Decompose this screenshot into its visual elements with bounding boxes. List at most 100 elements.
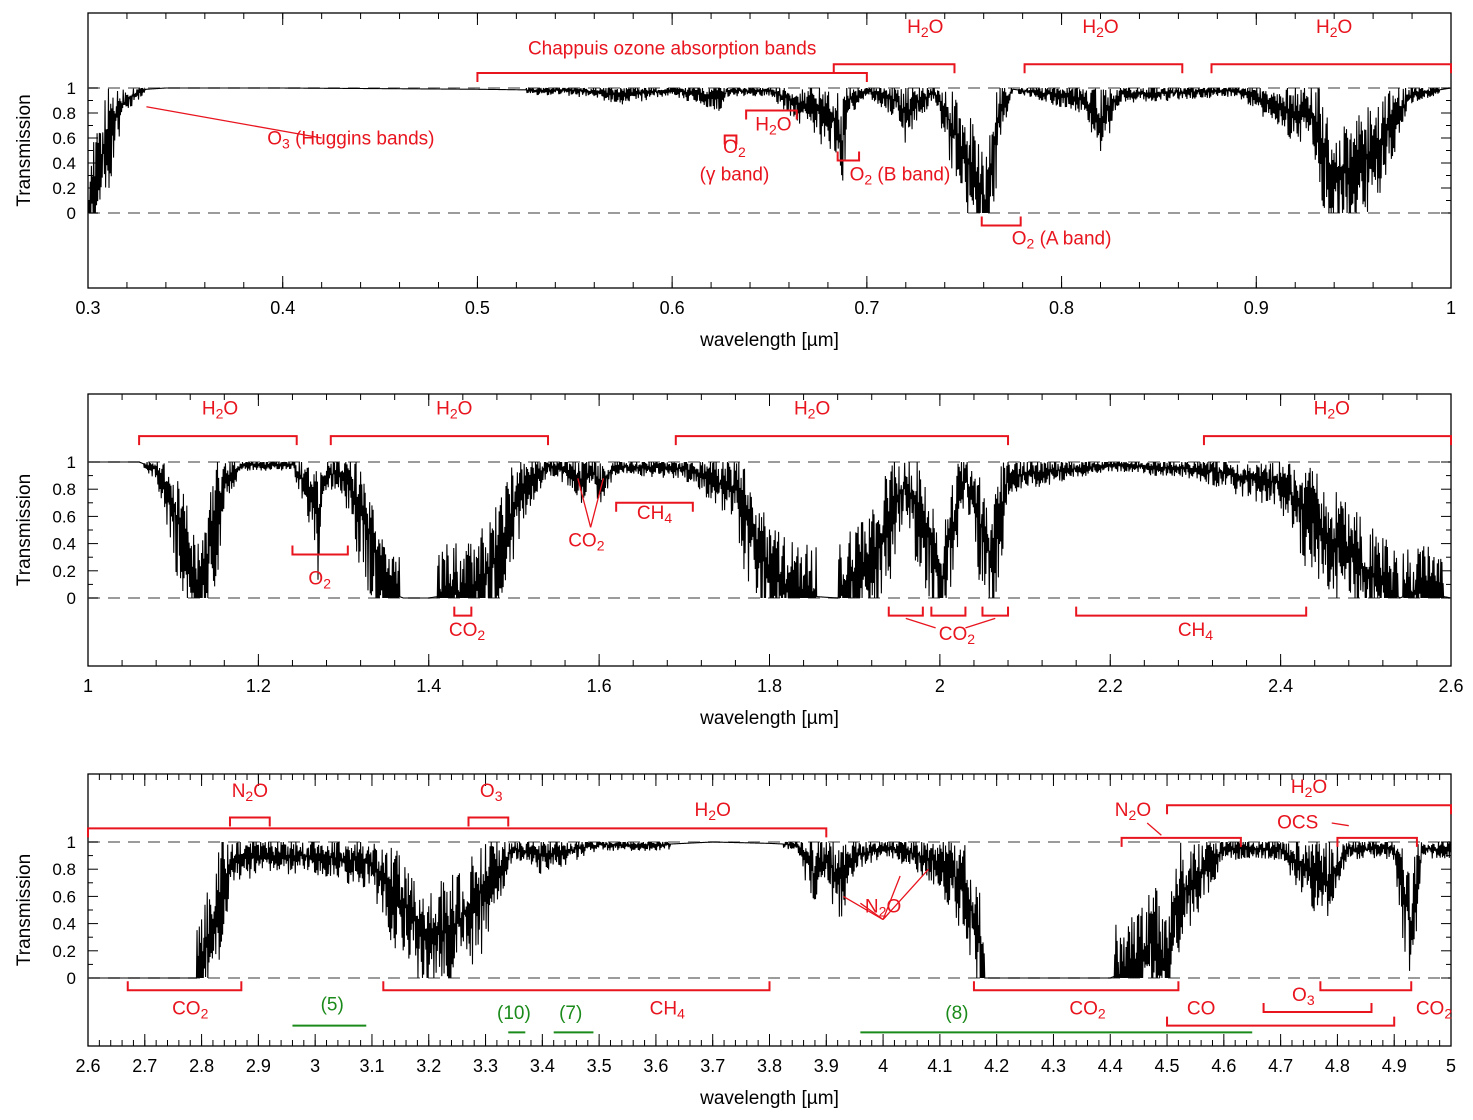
- x-tick-label: 0.9: [1244, 298, 1269, 318]
- x-tick-label: 3.5: [587, 1056, 612, 1076]
- band-bracket: [1202, 435, 1452, 446]
- x-tick-label: 2: [935, 676, 945, 696]
- x-tick-label: 4.5: [1155, 1056, 1180, 1076]
- y-axis-label: Transmission: [14, 474, 35, 586]
- x-tick-label: 0.6: [660, 298, 685, 318]
- x-tick-label: 2.4: [1268, 676, 1293, 696]
- band-label: (10): [497, 1003, 531, 1024]
- band-bracket: [126, 981, 243, 992]
- y-tick-label: 0.8: [52, 860, 76, 879]
- band-label: CH4: [650, 999, 685, 1022]
- band-label: O2 (B band): [850, 165, 951, 188]
- band-bracket: [1210, 63, 1452, 74]
- band-label: CH4: [1178, 620, 1213, 643]
- annotation-pointer: [882, 868, 929, 920]
- annotation-pointer: [146, 106, 322, 139]
- band-label: H2O: [1314, 398, 1350, 421]
- band-bracket: [1262, 1003, 1373, 1013]
- band-bracket: [972, 981, 1180, 992]
- band-bracket: [1319, 981, 1413, 992]
- band-label: (8): [945, 1003, 968, 1024]
- band-bracket: [981, 606, 1010, 617]
- band-label: H2O: [907, 17, 943, 40]
- x-tick-label: 3.1: [359, 1056, 384, 1076]
- band-label: N2O: [1115, 800, 1151, 823]
- band-bracket: [930, 606, 967, 617]
- x-tick-label: 4.9: [1382, 1056, 1407, 1076]
- x-tick-label: 5: [1446, 1056, 1456, 1076]
- x-tick-label: 1.4: [416, 676, 441, 696]
- band-label: N2O: [865, 897, 901, 920]
- x-tick-label: 3.9: [814, 1056, 839, 1076]
- x-tick-label: 3: [310, 1056, 320, 1076]
- band-bracket: [291, 545, 349, 556]
- x-tick-label: 3.4: [530, 1056, 555, 1076]
- band-bracket: [1120, 836, 1242, 847]
- band-label: OCS: [1277, 812, 1318, 833]
- band-label: H2O: [794, 398, 830, 421]
- x-tick-label: 2.7: [132, 1056, 157, 1076]
- transmission-spectrum: [87, 86, 1452, 214]
- band-label: H2O: [1316, 17, 1352, 40]
- x-tick-label: 1.8: [757, 676, 782, 696]
- band-label: N2O: [232, 781, 268, 804]
- band-label: CO2: [939, 624, 976, 647]
- x-tick-label: 4.4: [1098, 1056, 1123, 1076]
- x-tick-label: 4: [878, 1056, 888, 1076]
- annotation-pointer: [843, 895, 884, 921]
- x-tick-label: 4.3: [1041, 1056, 1066, 1076]
- y-tick-label: 0.4: [52, 915, 76, 934]
- annotation-pointer: [859, 902, 884, 921]
- x-tick-label: 4.8: [1325, 1056, 1350, 1076]
- band-bracket: [980, 216, 1022, 227]
- y-tick-label: 0.2: [52, 562, 76, 581]
- y-tick-label: 0.2: [52, 942, 76, 961]
- band-bracket: [329, 435, 550, 446]
- x-tick-label: 2.2: [1098, 676, 1123, 696]
- y-axis-label: Transmission: [14, 854, 35, 966]
- band-label: CH4: [637, 503, 672, 526]
- band-bracket: [87, 827, 828, 838]
- x-tick-label: 0.7: [854, 298, 879, 318]
- annotation-pointer: [1146, 822, 1162, 836]
- band-label: O3: [480, 781, 503, 804]
- y-tick-label: 0.4: [52, 535, 76, 554]
- band-label: H2O: [1291, 777, 1327, 800]
- x-tick-label: 3.7: [700, 1056, 725, 1076]
- band-label: O3 (Huggins bands): [267, 128, 434, 151]
- band-bracket: [745, 109, 798, 120]
- band-label: H2O: [436, 398, 472, 421]
- x-tick-label: 3.3: [473, 1056, 498, 1076]
- annotation-pointer: [882, 875, 901, 920]
- band-bracket: [887, 606, 924, 617]
- band-bracket: [674, 435, 1010, 446]
- band-label: CO: [1187, 999, 1216, 1020]
- x-tick-label: 0.4: [270, 298, 295, 318]
- y-tick-label: 0: [67, 969, 76, 988]
- x-tick-label: 3.2: [416, 1056, 441, 1076]
- y-tick-label: 0.2: [52, 179, 76, 198]
- y-tick-label: 0: [67, 589, 76, 608]
- x-tick-label: 2.6: [1438, 676, 1463, 696]
- annotation-pointer: [1331, 822, 1349, 827]
- x-tick-label: 1.2: [246, 676, 271, 696]
- plot-frame: [87, 773, 1452, 1047]
- band-bracket: [1166, 1016, 1396, 1027]
- band-bracket: [1166, 804, 1452, 815]
- x-tick-label: 1.6: [587, 676, 612, 696]
- x-tick-label: 3.6: [643, 1056, 668, 1076]
- x-tick-label: 0.8: [1049, 298, 1074, 318]
- band-bracket: [836, 151, 861, 162]
- band-label: CO2: [568, 530, 605, 553]
- transmission-spectrum: [88, 841, 1452, 979]
- x-tick-label: 0.5: [465, 298, 490, 318]
- band-label: O3: [1292, 985, 1315, 1008]
- x-tick-label: 1: [83, 676, 93, 696]
- x-tick-label: 1: [1446, 298, 1456, 318]
- annotation-pointer: [589, 478, 605, 528]
- x-tick-label: 4.2: [984, 1056, 1009, 1076]
- panel-near-infrared: 1 1.2 1.4 1.6 1.8 2 2.2 2.4 2.6 0 0.2 0.4 0.6 0.8 1 wav…: [14, 393, 1464, 729]
- x-tick-label: 4.6: [1211, 1056, 1236, 1076]
- band-label: H2O: [1082, 17, 1118, 40]
